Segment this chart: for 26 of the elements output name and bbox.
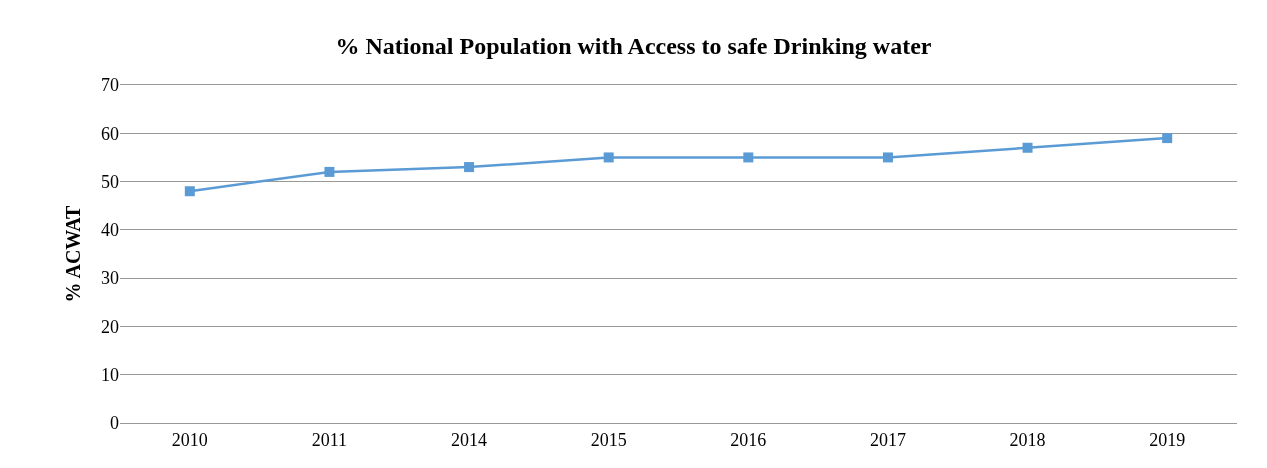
y-tick-label: 10 [101, 365, 119, 386]
x-tick-label: 2015 [590, 429, 627, 450]
point [1022, 142, 1033, 153]
x-tick-label: 2017 [869, 429, 906, 450]
x-tick-label: 2014 [451, 429, 488, 450]
y-tick-label: 20 [101, 316, 119, 337]
y-tick-label: 0 [110, 413, 119, 434]
point [1162, 133, 1173, 144]
point [882, 152, 893, 163]
y-tick-label: 40 [101, 220, 119, 241]
x-tick-label: 2019 [1149, 429, 1186, 450]
chart-title: % National Population with Access to safe Drinking water [335, 33, 932, 60]
x-tick-label: 2010 [171, 429, 208, 450]
x-tick-label: 2011 [311, 429, 348, 450]
y-tick-label: 60 [101, 123, 119, 144]
y-tick-label: 50 [101, 171, 119, 192]
point [743, 152, 754, 163]
point [324, 166, 335, 177]
x-tick-label: 2018 [1009, 429, 1046, 450]
x-tick-label: 2016 [730, 429, 767, 450]
y-tick-label: 70 [101, 75, 119, 96]
y-tick-label: 30 [101, 268, 119, 289]
point [464, 162, 475, 173]
y-axis-title: % ACWAT [61, 204, 84, 303]
point [603, 152, 614, 163]
point [184, 186, 195, 197]
